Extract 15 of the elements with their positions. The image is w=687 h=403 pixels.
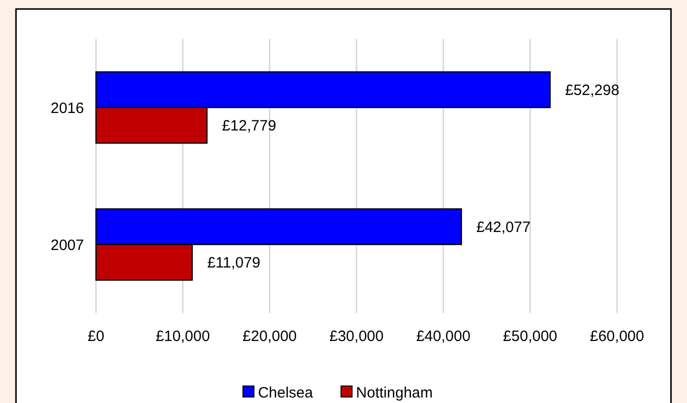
- x-tick-label: £20,000: [242, 328, 297, 345]
- x-tick-label: £60,000: [590, 328, 644, 345]
- x-tick-label: £0: [88, 328, 104, 345]
- data-label: £11,079: [207, 254, 260, 272]
- y-tick-label: 2007: [50, 236, 84, 254]
- y-tick-label: 2016: [50, 100, 84, 117]
- data-label: £12,779: [222, 118, 276, 135]
- legend-label: Nottingham: [356, 384, 433, 402]
- data-label: £42,077: [476, 218, 531, 236]
- data-label: £52,298: [565, 82, 620, 99]
- x-tick-label: £40,000: [416, 328, 470, 345]
- x-tick-label: £10,000: [156, 328, 210, 345]
- legend-label: Chelsea: [258, 384, 314, 402]
- x-tick-label: £30,000: [329, 328, 384, 345]
- x-tick-label: £50,000: [503, 328, 558, 345]
